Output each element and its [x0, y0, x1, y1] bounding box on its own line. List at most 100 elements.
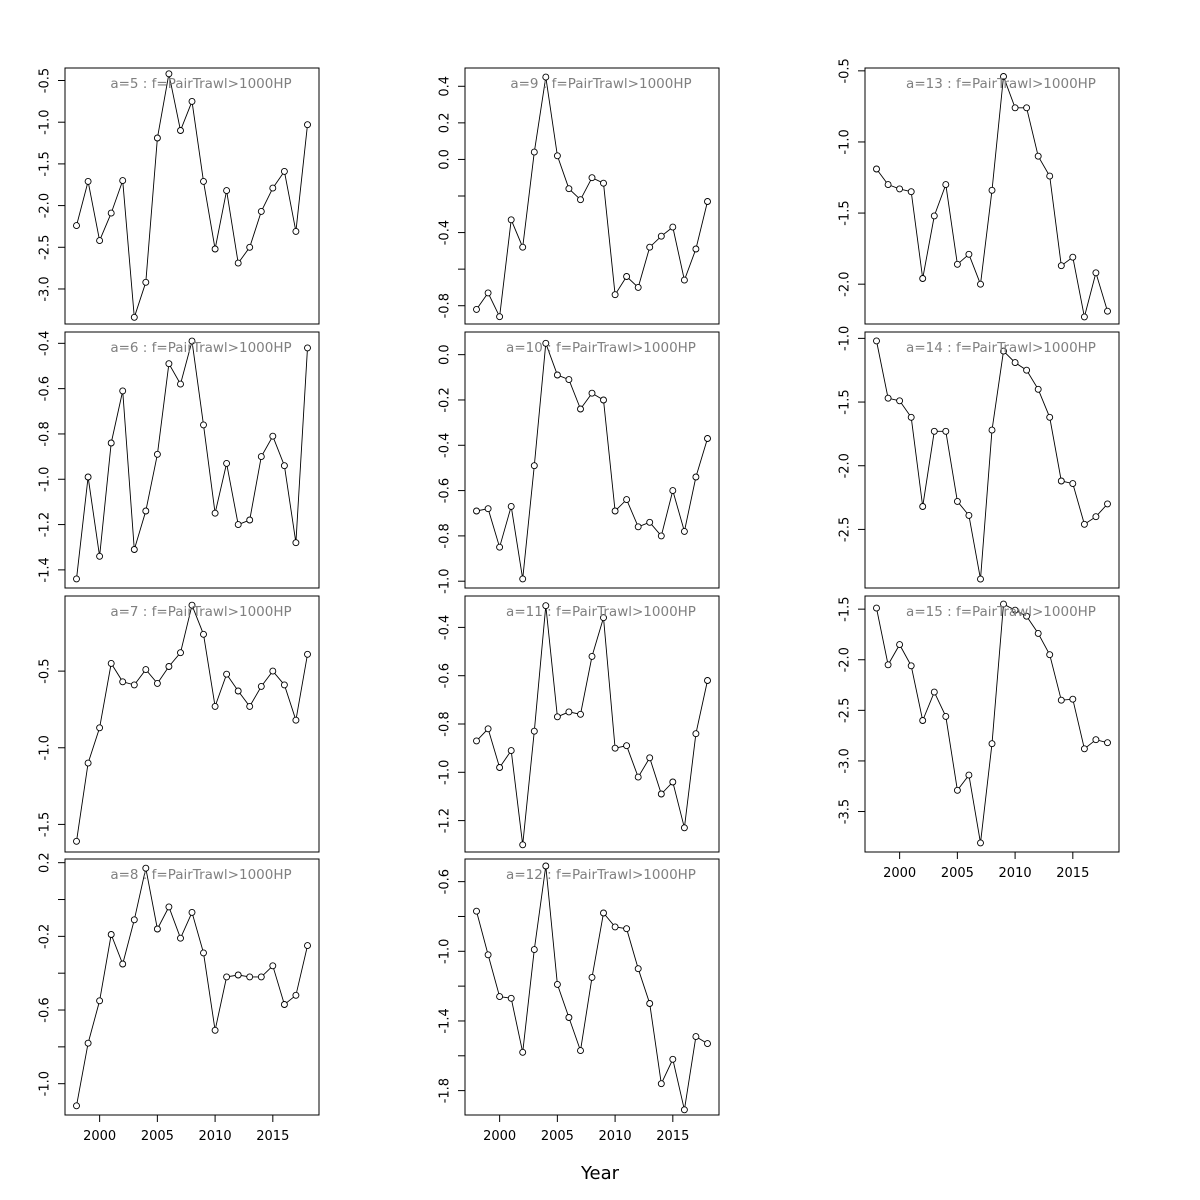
data-point: [542, 73, 550, 81]
series-line: [476, 343, 708, 579]
data-point: [507, 994, 515, 1002]
data-point: [1034, 152, 1042, 160]
panel-title: a=5 : f=PairTrawl>1000HP: [110, 76, 291, 92]
y-tick-label: -1.8: [438, 1078, 453, 1103]
data-point: [223, 973, 231, 981]
data-point: [223, 670, 231, 678]
data-point: [965, 771, 973, 779]
data-point: [119, 177, 127, 185]
x-tick-label: 2005: [941, 866, 974, 881]
y-tick-label: -2.5: [838, 517, 853, 542]
y-tick-label: -0.4: [38, 331, 53, 356]
y-tick-label: -0.5: [38, 68, 53, 93]
data-point: [304, 650, 311, 658]
data-point: [977, 575, 984, 583]
data-point: [280, 462, 288, 470]
y-tick-label: 0.0: [438, 149, 453, 170]
data-point: [600, 614, 607, 622]
data-point: [953, 497, 961, 505]
data-point: [269, 667, 277, 675]
y-tick-label: -1.5: [838, 389, 853, 414]
data-point: [269, 432, 277, 440]
data-point: [211, 1026, 219, 1034]
y-tick-label: -0.6: [38, 997, 53, 1022]
data-point: [623, 925, 631, 933]
data-point: [634, 965, 642, 973]
data-point: [84, 177, 92, 185]
data-point: [1023, 104, 1031, 112]
y-tick-label: 0.2: [38, 852, 53, 873]
data-point: [611, 744, 619, 752]
data-point: [1034, 629, 1042, 637]
data-point: [634, 773, 642, 781]
y-tick-label: -1.5: [38, 151, 53, 176]
data-point: [165, 360, 173, 368]
data-point: [292, 716, 300, 724]
data-point: [930, 427, 938, 435]
data-point: [542, 862, 550, 870]
series-line: [876, 603, 1108, 843]
data-point: [1011, 104, 1019, 112]
data-point: [692, 1033, 700, 1041]
data-point: [1057, 477, 1065, 485]
data-point: [680, 527, 688, 535]
data-point: [1104, 500, 1111, 508]
data-point: [304, 344, 311, 352]
data-point: [1080, 313, 1088, 321]
data-point: [153, 679, 161, 687]
data-point: [177, 127, 184, 134]
data-point: [988, 740, 996, 748]
data-point: [907, 413, 915, 421]
data-point: [942, 181, 950, 189]
data-point: [257, 207, 265, 215]
panel-a15: -3.5 -3.0 -2.5 -2.0 -1.5 2000 2005 2010 2015 a=15…: [838, 595, 1120, 881]
data-point: [165, 70, 173, 78]
data-point: [600, 179, 607, 187]
panel-title: a=11 : f=PairTrawl>1000HP: [506, 604, 696, 620]
y-tick-label: -1.0: [38, 735, 53, 760]
panel-title: a=6 : f=PairTrawl>1000HP: [110, 340, 291, 356]
data-point: [623, 742, 631, 750]
data-point: [1080, 520, 1088, 528]
data-point: [1046, 651, 1054, 659]
panel-title: a=9 : f=PairTrawl>1000HP: [510, 76, 691, 92]
data-point: [107, 439, 115, 447]
panels: -3.0 -2.5 -2.0 -1.5 -1.0 -0.5 a=5 : f=PairTraw…: [38, 58, 1120, 1144]
data-point: [269, 962, 277, 970]
data-point: [988, 426, 996, 434]
plot-frame: [64, 67, 320, 325]
data-point: [165, 663, 173, 670]
data-point: [680, 276, 688, 284]
plot-frame: [64, 858, 320, 1116]
plot-frame: [64, 331, 320, 589]
data-point: [177, 380, 184, 388]
data-point: [107, 659, 115, 667]
x-tick-label: 2010: [199, 1129, 232, 1144]
data-point: [234, 521, 242, 529]
data-point: [565, 708, 573, 716]
data-point: [588, 389, 596, 397]
data-point: [896, 641, 904, 649]
data-point: [484, 725, 492, 733]
data-point: [142, 278, 150, 286]
data-point: [484, 505, 492, 513]
x-tick-label: 2015: [656, 1129, 689, 1144]
data-point: [634, 283, 642, 291]
data-point: [930, 212, 938, 220]
data-point: [200, 949, 207, 957]
panel-a6: -1.4 -1.2 -1.0 -0.8 -0.6 -0.4 a=6 : f=PairTraw…: [38, 331, 320, 589]
data-point: [153, 134, 161, 142]
data-point: [988, 186, 996, 194]
data-point: [211, 245, 219, 253]
y-tick-label: -0.6: [438, 869, 453, 894]
data-point: [211, 702, 219, 710]
data-point: [873, 604, 880, 612]
panel-title: a=13 : f=PairTrawl>1000HP: [906, 76, 1096, 92]
data-point: [73, 575, 80, 583]
data-point: [292, 539, 300, 547]
data-point: [1057, 696, 1065, 704]
plot-frame: [864, 67, 1120, 325]
data-point: [519, 575, 527, 583]
data-point: [142, 666, 150, 674]
data-point: [884, 661, 892, 669]
